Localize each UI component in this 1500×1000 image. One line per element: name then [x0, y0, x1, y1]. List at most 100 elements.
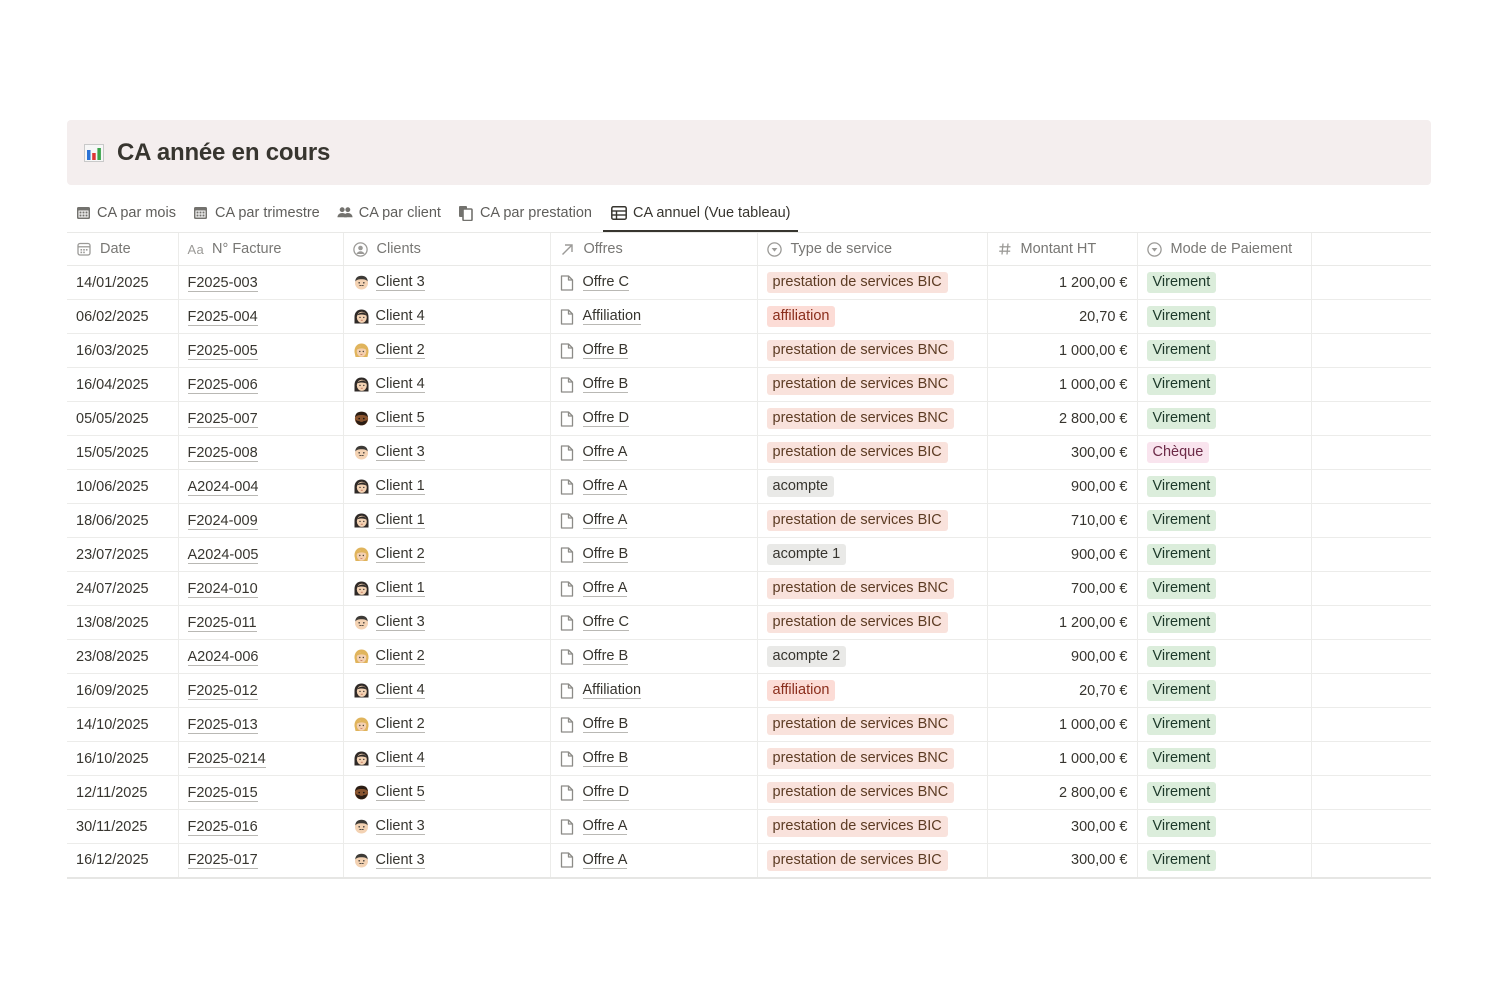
client-cell[interactable]: Client 5 [342, 775, 550, 810]
table-row[interactable]: 23/07/2025 A2024-005 Client 2 Offre B acompt… [67, 537, 1431, 572]
offer-link[interactable]: Affiliation [582, 682, 642, 699]
client-cell[interactable]: Client 4 [342, 741, 550, 776]
invoice-link[interactable]: F2025-016 [187, 818, 258, 836]
service-type-cell[interactable]: affiliation [756, 673, 987, 708]
date-cell[interactable]: 12/11/2025 [67, 775, 178, 810]
payment-cell[interactable]: Virement [1136, 639, 1311, 674]
offer-cell[interactable]: Offre A [549, 843, 757, 879]
amount-cell[interactable]: 2 800,00 € [986, 401, 1137, 436]
payment-cell[interactable]: Virement [1136, 503, 1311, 538]
offer-link[interactable]: Offre D [582, 784, 629, 801]
client-link[interactable]: Client 5 [375, 784, 425, 801]
table-row[interactable]: 10/06/2025 A2024-004 Client 1 Offre A acompt… [67, 469, 1431, 504]
invoice-link[interactable]: F2025-005 [187, 342, 258, 360]
client-cell[interactable]: Client 4 [342, 367, 550, 402]
invoice-cell[interactable]: F2025-005 [177, 333, 343, 368]
invoice-cell[interactable]: F2025-016 [177, 809, 343, 844]
client-cell[interactable]: Client 3 [342, 809, 550, 844]
offer-cell[interactable]: Offre A [549, 571, 757, 606]
client-cell[interactable]: Client 1 [342, 469, 550, 504]
date-cell[interactable]: 23/08/2025 [67, 639, 178, 674]
offer-link[interactable]: Offre A [582, 478, 628, 495]
tab-ca-par-prestation[interactable]: CA par prestation [450, 193, 600, 232]
amount-cell[interactable]: 700,00 € [986, 571, 1137, 606]
offer-link[interactable]: Offre B [582, 716, 629, 733]
table-row[interactable]: 16/04/2025 F2025-006 Client 4 Offre B presta… [67, 367, 1431, 402]
offer-cell[interactable]: Offre B [549, 537, 757, 572]
date-cell[interactable]: 16/04/2025 [67, 367, 178, 402]
client-link[interactable]: Client 1 [375, 478, 425, 495]
client-cell[interactable]: Client 3 [342, 605, 550, 640]
payment-cell[interactable]: Chèque [1136, 435, 1311, 470]
date-cell[interactable]: 16/10/2025 [67, 741, 178, 776]
service-type-cell[interactable]: prestation de services BIC [756, 435, 987, 470]
invoice-link[interactable]: F2025-013 [187, 716, 258, 734]
client-link[interactable]: Client 2 [375, 546, 425, 563]
amount-cell[interactable]: 20,70 € [986, 673, 1137, 708]
offer-cell[interactable]: Offre B [549, 367, 757, 402]
payment-cell[interactable]: Virement [1136, 673, 1311, 708]
client-cell[interactable]: Client 2 [342, 333, 550, 368]
invoice-cell[interactable]: F2025-008 [177, 435, 343, 470]
invoice-link[interactable]: F2025-003 [187, 274, 258, 292]
offer-link[interactable]: Offre A [582, 512, 628, 529]
offer-link[interactable]: Offre C [582, 614, 629, 631]
service-type-cell[interactable]: prestation de services BNC [756, 741, 987, 776]
amount-cell[interactable]: 1 000,00 € [986, 741, 1137, 776]
invoice-cell[interactable]: F2025-013 [177, 707, 343, 742]
invoice-link[interactable]: F2025-004 [187, 308, 258, 326]
invoice-cell[interactable]: F2025-0214 [177, 741, 343, 776]
offer-cell[interactable]: Offre A [549, 435, 757, 470]
tab-ca-annuel-vue-tableau[interactable]: CA annuel (Vue tableau) [603, 193, 799, 232]
service-type-cell[interactable]: prestation de services BNC [756, 775, 987, 810]
date-cell[interactable]: 30/11/2025 [67, 809, 178, 844]
invoice-link[interactable]: F2025-0214 [187, 750, 266, 768]
tab-ca-par-mois[interactable]: CA par mois [67, 193, 184, 232]
column-header-invoice[interactable]: Aa N° Facture [177, 232, 343, 266]
offer-link[interactable]: Offre D [582, 410, 629, 427]
service-type-cell[interactable]: prestation de services BIC [756, 843, 987, 879]
offer-cell[interactable]: Offre B [549, 741, 757, 776]
column-header-service-type[interactable]: Type de service [756, 232, 987, 266]
invoice-cell[interactable]: A2024-006 [177, 639, 343, 674]
invoice-cell[interactable]: F2025-004 [177, 299, 343, 334]
offer-link[interactable]: Offre A [582, 851, 628, 869]
offer-link[interactable]: Offre B [582, 750, 629, 767]
client-cell[interactable]: Client 3 [342, 435, 550, 470]
client-link[interactable]: Client 4 [375, 682, 425, 699]
date-cell[interactable]: 14/10/2025 [67, 707, 178, 742]
table-row[interactable]: 13/08/2025 F2025-011 Client 3 Offre C presta… [67, 605, 1431, 640]
client-cell[interactable]: Client 2 [342, 707, 550, 742]
client-link[interactable]: Client 3 [375, 444, 425, 461]
date-cell[interactable]: 16/09/2025 [67, 673, 178, 708]
client-link[interactable]: Client 1 [375, 580, 425, 597]
client-link[interactable]: Client 3 [375, 851, 425, 869]
client-link[interactable]: Client 5 [375, 410, 425, 427]
amount-cell[interactable]: 1 000,00 € [986, 367, 1137, 402]
offer-link[interactable]: Offre A [582, 580, 628, 597]
invoice-cell[interactable]: F2024-010 [177, 571, 343, 606]
client-link[interactable]: Client 2 [375, 648, 425, 665]
client-link[interactable]: Client 4 [375, 308, 425, 325]
offer-cell[interactable]: Offre B [549, 639, 757, 674]
column-header-amount[interactable]: Montant HT [986, 232, 1137, 266]
tab-ca-par-trimestre[interactable]: CA par trimestre [185, 193, 328, 232]
offer-link[interactable]: Offre A [582, 818, 628, 835]
client-link[interactable]: Client 3 [375, 614, 425, 631]
table-row[interactable]: 16/03/2025 F2025-005 Client 2 Offre B presta… [67, 333, 1431, 368]
invoice-cell[interactable]: F2025-015 [177, 775, 343, 810]
payment-cell[interactable]: Virement [1136, 605, 1311, 640]
service-type-cell[interactable]: prestation de services BNC [756, 571, 987, 606]
table-row[interactable]: 14/01/2025 F2025-003 Client 3 Offre C presta… [67, 265, 1431, 300]
payment-cell[interactable]: Virement [1136, 843, 1311, 879]
table-row[interactable]: 23/08/2025 A2024-006 Client 2 Offre B acompt… [67, 639, 1431, 674]
invoice-link[interactable]: F2025-007 [187, 410, 258, 428]
date-cell[interactable]: 24/07/2025 [67, 571, 178, 606]
client-link[interactable]: Client 2 [375, 342, 425, 359]
offer-cell[interactable]: Offre C [549, 265, 757, 300]
offer-cell[interactable]: Offre A [549, 503, 757, 538]
invoice-link[interactable]: A2024-005 [187, 546, 259, 564]
tab-ca-par-client[interactable]: CA par client [329, 193, 449, 232]
invoice-cell[interactable]: F2025-011 [177, 605, 343, 640]
client-cell[interactable]: Client 4 [342, 299, 550, 334]
